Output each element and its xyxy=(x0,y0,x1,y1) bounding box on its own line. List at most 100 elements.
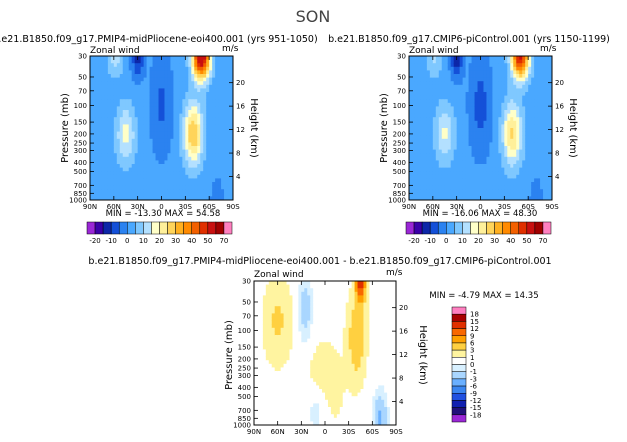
field-cell xyxy=(313,403,317,408)
field-cell xyxy=(173,160,177,165)
field-cell xyxy=(230,117,234,122)
field-cell xyxy=(274,381,279,386)
field-cell xyxy=(504,70,508,75)
field-cell xyxy=(215,142,219,147)
field-cell xyxy=(256,399,261,404)
field-cell xyxy=(221,113,225,118)
field-cell xyxy=(215,135,219,140)
field-cell xyxy=(286,342,290,347)
field-cell xyxy=(492,56,496,60)
field-cell xyxy=(450,160,455,165)
panel-1-y2-label: Height (km) xyxy=(248,98,259,158)
field-cell xyxy=(209,63,213,68)
field-cell xyxy=(504,117,508,122)
field-cell xyxy=(462,149,467,154)
field-cell xyxy=(322,414,326,419)
field-cell xyxy=(292,367,296,372)
field-cell xyxy=(549,124,553,129)
field-cell xyxy=(292,349,296,354)
field-cell xyxy=(167,70,171,75)
field-cell xyxy=(409,196,413,201)
field-cell xyxy=(549,117,553,122)
field-cell xyxy=(480,81,484,86)
field-cell xyxy=(513,95,517,100)
field-cell xyxy=(471,70,475,75)
field-cell xyxy=(209,124,213,129)
field-cell xyxy=(188,164,192,168)
field-cell xyxy=(307,410,311,415)
field-cell xyxy=(224,102,228,107)
field-cell xyxy=(480,142,484,147)
field-cell xyxy=(152,182,156,186)
field-cell xyxy=(116,81,121,86)
field-cell xyxy=(146,192,150,197)
field-cell xyxy=(522,70,526,75)
field-cell xyxy=(447,182,452,186)
field-cell xyxy=(411,99,416,104)
field-cell xyxy=(549,146,553,150)
field-cell xyxy=(489,131,493,136)
y2-tick-label: 16 xyxy=(555,103,564,111)
colorbar-cell xyxy=(446,221,455,235)
field-cell xyxy=(423,160,428,165)
field-cell xyxy=(498,156,502,161)
y-tick-label: 200 xyxy=(393,130,406,138)
field-cell xyxy=(286,320,290,325)
field-cell xyxy=(161,171,165,176)
field-cell xyxy=(459,142,464,147)
field-cell xyxy=(310,421,314,426)
field-cell xyxy=(540,56,544,60)
field-cell xyxy=(519,164,523,168)
field-cell xyxy=(543,146,547,150)
field-cell xyxy=(203,160,207,165)
field-cell xyxy=(409,146,413,150)
field-cell xyxy=(254,414,258,419)
field-cell xyxy=(92,142,97,147)
field-cell xyxy=(531,59,535,64)
field-cell xyxy=(474,182,478,186)
field-cell xyxy=(498,178,502,183)
field-cell xyxy=(95,156,100,161)
field-cell xyxy=(137,142,142,147)
field-cell xyxy=(128,99,133,104)
field-cell xyxy=(289,288,293,293)
field-cell xyxy=(119,142,124,147)
field-cell xyxy=(119,156,124,161)
field-cell xyxy=(149,102,153,107)
field-cell xyxy=(137,117,142,122)
field-cell xyxy=(292,378,296,383)
field-cell xyxy=(92,167,97,172)
field-cell xyxy=(528,95,532,100)
field-cell xyxy=(459,99,464,104)
field-cell xyxy=(256,317,261,321)
field-cell xyxy=(262,331,267,336)
field-cell xyxy=(513,160,517,165)
field-cell xyxy=(513,74,517,78)
field-cell xyxy=(125,189,130,194)
field-cell xyxy=(501,149,505,154)
field-cell xyxy=(90,66,94,71)
field-cell xyxy=(149,185,153,190)
field-cell xyxy=(543,131,547,136)
field-cell xyxy=(444,174,449,179)
field-cell xyxy=(474,95,478,100)
y-tick-label: 850 xyxy=(393,190,406,198)
field-cell xyxy=(447,84,452,89)
field-cell xyxy=(277,410,282,415)
field-cell xyxy=(298,324,302,329)
field-cell xyxy=(182,192,186,197)
field-cell xyxy=(137,92,142,96)
field-cell xyxy=(286,317,290,321)
field-cell xyxy=(435,117,440,122)
field-cell xyxy=(510,77,514,82)
field-cell xyxy=(179,110,183,114)
field-cell xyxy=(301,421,305,426)
field-cell xyxy=(134,70,139,75)
field-cell xyxy=(140,117,145,122)
field-cell xyxy=(549,192,553,197)
field-cell xyxy=(277,417,282,422)
field-cell xyxy=(119,56,124,60)
field-cell xyxy=(149,124,153,129)
field-cell xyxy=(161,182,165,186)
field-cell xyxy=(537,149,541,154)
